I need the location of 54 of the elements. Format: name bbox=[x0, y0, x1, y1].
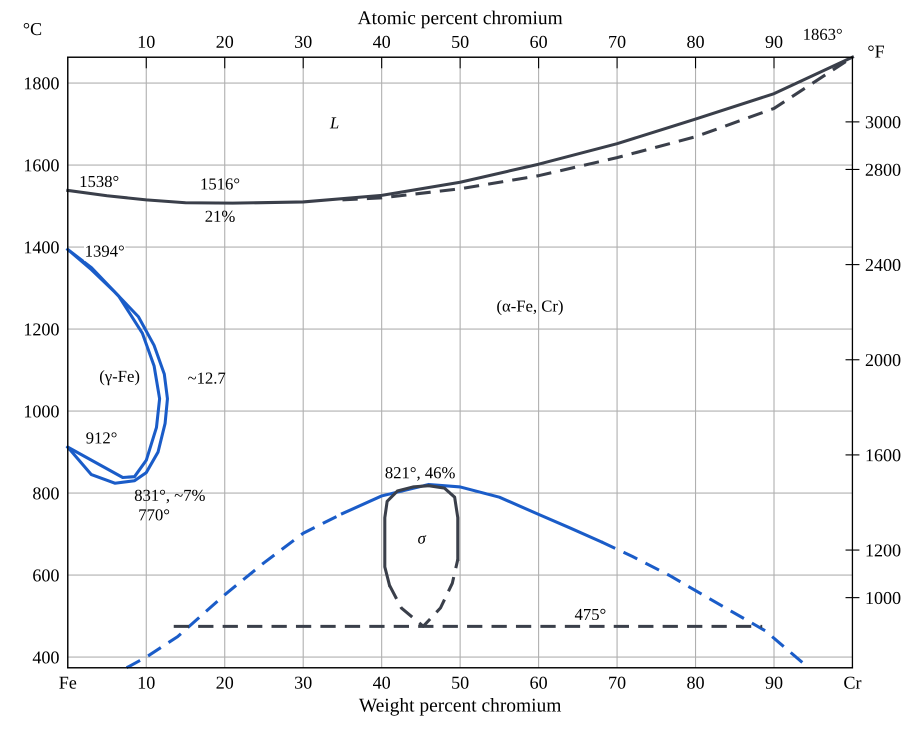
x2-tick-label: 20 bbox=[216, 36, 234, 48]
annotation: (α-Fe, Cr) bbox=[497, 300, 563, 316]
y2-tick-label: 2400 bbox=[866, 258, 900, 272]
x2-tick-label: 80 bbox=[687, 36, 704, 48]
x2-tick-label: 90 bbox=[766, 36, 782, 48]
annotation: 475° bbox=[574, 608, 606, 620]
y2-tick-label: 3000 bbox=[866, 116, 900, 128]
x-tick-label: 90 bbox=[766, 676, 782, 689]
x-tick-label: 20 bbox=[216, 676, 234, 689]
x2-tick-label: 40 bbox=[372, 36, 390, 48]
x2-tick-label: 30 bbox=[295, 36, 312, 48]
x-axis-title: Weight percent chromium bbox=[358, 698, 562, 716]
x-tick-label: 40 bbox=[372, 676, 390, 689]
annotation: 1394° bbox=[86, 245, 124, 257]
annotation: ~12.7 bbox=[188, 372, 226, 384]
annotation: L bbox=[330, 117, 338, 128]
x-tick-label: 80 bbox=[687, 676, 704, 689]
y2-axis-title: °F bbox=[868, 45, 884, 58]
x2-tick-label: 70 bbox=[609, 36, 626, 48]
annotation: 770° bbox=[139, 509, 170, 521]
y2-tick-label: 1000 bbox=[866, 592, 900, 604]
annotation: (γ-Fe) bbox=[100, 370, 140, 386]
x2-tick-label: 60 bbox=[530, 36, 547, 48]
text: 1863° bbox=[804, 28, 842, 40]
y-tick-label: 1200 bbox=[24, 323, 59, 336]
y-axis-title: °C bbox=[24, 23, 42, 36]
annotation: 1516° bbox=[201, 178, 240, 190]
x-tick-label: 30 bbox=[295, 676, 312, 689]
y-tick-label: 1800 bbox=[24, 77, 59, 90]
y-tick-label: 1000 bbox=[24, 405, 59, 418]
y2-tick-label: 2800 bbox=[866, 164, 900, 176]
x2-tick-label: 10 bbox=[138, 36, 155, 48]
x-tick-label: Fe bbox=[59, 676, 76, 689]
y2-tick-label: 2000 bbox=[866, 354, 900, 366]
x-tick-label: 10 bbox=[138, 676, 155, 689]
x2-tick-label: 50 bbox=[452, 36, 468, 48]
annotation: σ bbox=[418, 534, 426, 544]
x-tick-label: 50 bbox=[452, 676, 468, 689]
x-tick-label: Cr bbox=[844, 676, 862, 689]
y-tick-label: 1400 bbox=[24, 241, 59, 254]
annotation: 912° bbox=[86, 432, 117, 444]
y2-tick-label: 1200 bbox=[866, 544, 900, 556]
x-tick-label: 70 bbox=[609, 676, 626, 689]
annotation: 821°, 46% bbox=[385, 467, 455, 481]
y-tick-label: 600 bbox=[33, 569, 59, 582]
y-tick-label: 1600 bbox=[24, 159, 59, 172]
annotation: 831°, ~7% bbox=[134, 490, 205, 504]
y2-tick-label: 1600 bbox=[866, 449, 900, 462]
annotation: 1538° bbox=[80, 176, 118, 188]
x2-axis-title: Atomic percent chromium bbox=[358, 10, 562, 28]
y-tick-label: 400 bbox=[32, 651, 59, 664]
x-tick-label: 60 bbox=[530, 676, 547, 689]
annotation: 21% bbox=[205, 210, 235, 222]
y-tick-label: 800 bbox=[33, 487, 59, 500]
